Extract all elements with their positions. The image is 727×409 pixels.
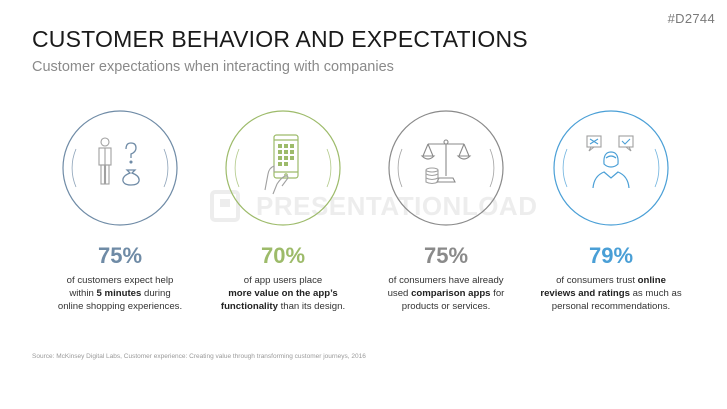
stat-description-2: of app users place more value on the app… (198, 274, 368, 314)
person-question-money-icon (62, 110, 178, 226)
stat-4-line3: personal recommendations. (551, 301, 671, 313)
stat-block-3: 75% of consumers have already used compa… (361, 106, 531, 314)
page-title: CUSTOMER BEHAVIOR AND EXPECTATIONS (32, 26, 528, 52)
smartphone-hand-icon (225, 110, 341, 226)
stat-4-line2-bold: reviews and ratings (540, 288, 630, 300)
stat-value-4: 79% (588, 243, 634, 268)
scale-coins-icon (388, 110, 504, 226)
stat-3-line1: of consumers have already (388, 275, 504, 286)
stat-3-line2-bold: comparison apps (411, 288, 491, 300)
stat-1-line1: of customers expect help (66, 275, 174, 286)
stat-value-2: 70% (260, 243, 306, 268)
page-subtitle: Customer expectations when interacting w… (32, 59, 394, 75)
stat-2-line3-c: than its design. (277, 301, 346, 313)
slide-id: #D2744 (667, 11, 715, 26)
stat-block-4: 79% of consumers trust online reviews an… (526, 106, 696, 314)
stat-3-line3: products or services. (401, 301, 491, 313)
stat-description-4: of consumers trust online reviews and ra… (526, 274, 696, 314)
stat-3-line2-c: for (490, 288, 505, 300)
stat-2-line2-bold: more value on the app’s (228, 288, 338, 300)
stat-description-1: of customers expect help within 5 minute… (35, 274, 205, 314)
stat-4-line1-bold: online (637, 275, 666, 286)
stat-block-1: 75% of customers expect help within 5 mi… (35, 106, 205, 314)
stat-2-line3-bold: functionality (220, 301, 278, 313)
stat-2-line1: of app users place (243, 275, 323, 286)
stat-4-line1-a: of consumers trust (556, 275, 638, 286)
stat-1-line2-bold: 5 minutes (96, 288, 142, 300)
stat-1-line3: online shopping experiences. (57, 301, 183, 313)
watermark-logo-icon (210, 190, 240, 222)
stat-1-line2-c: during (141, 288, 171, 300)
stat-3-line2-a: used (387, 288, 412, 300)
stat-1-line2-a: within (69, 288, 97, 300)
stat-block-2: 70% of app users place more value on the… (198, 106, 368, 314)
person-checkbox-icon (553, 110, 669, 226)
stat-value-1: 75% (97, 243, 143, 268)
source-citation: Source: McKinsey Digital Labs, Customer … (32, 353, 366, 360)
stat-description-3: of consumers have already used compariso… (361, 274, 531, 314)
stat-4-line2-c: as much as (629, 288, 682, 300)
stat-value-3: 75% (423, 243, 469, 268)
